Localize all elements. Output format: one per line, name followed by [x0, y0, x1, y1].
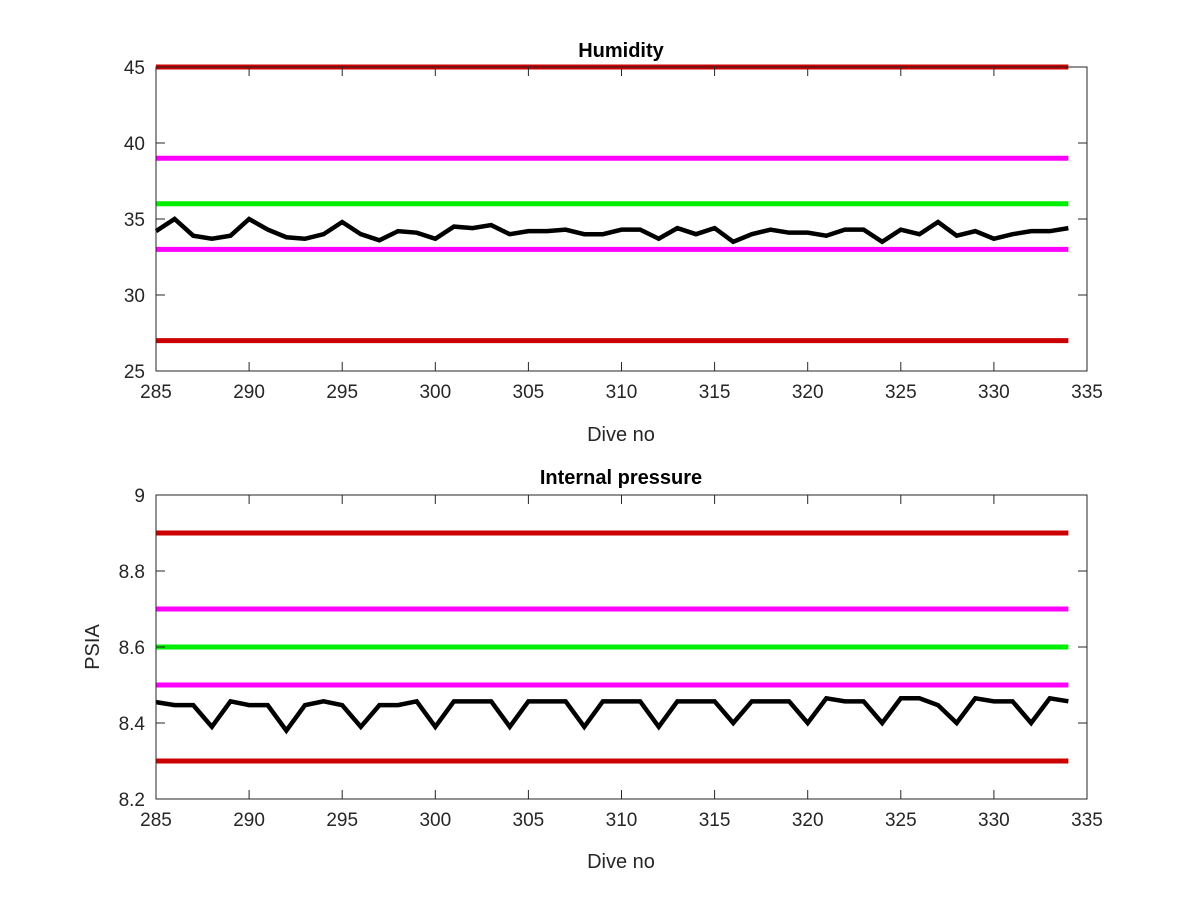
- internal-pressure-x-tick-label-8: 325: [885, 810, 917, 831]
- humidity-chart-title: Humidity: [578, 40, 664, 62]
- internal-pressure-x-tick-label-4: 305: [513, 810, 545, 831]
- internal-pressure-ticks: 285 290 295 300 305 310 315 320 325 330 335 8.2 8.4 8…: [119, 486, 1103, 831]
- humidity-x-tick-label-2: 295: [326, 382, 358, 403]
- internal-pressure-x-tick-label-3: 300: [419, 810, 451, 831]
- humidity-x-tick-label-9: 330: [978, 382, 1010, 403]
- internal-pressure-y-axis-label: PSIA: [82, 624, 104, 670]
- internal-pressure-x-tick-label-5: 310: [606, 810, 638, 831]
- internal-pressure-x-tick-label-7: 320: [792, 810, 824, 831]
- humidity-x-tick-label-1: 290: [233, 382, 265, 403]
- humidity-axes: 285 290 295 300 305 310 315 320 325 330 335 25 30 35 4…: [124, 40, 1103, 446]
- humidity-y-tick-label-0: 25: [124, 362, 145, 383]
- humidity-x-tick-label-7: 320: [792, 382, 824, 403]
- internal-pressure-x-tick-label-1: 290: [233, 810, 265, 831]
- internal-pressure-y-tick-label-0: 8.2: [119, 790, 145, 811]
- humidity-x-tick-label-8: 325: [885, 382, 917, 403]
- humidity-x-tick-label-5: 310: [606, 382, 638, 403]
- humidity-x-tick-label-4: 305: [513, 382, 545, 403]
- internal-pressure-y-tick-label-4: 9: [134, 486, 145, 507]
- humidity-y-tick-label-3: 40: [124, 134, 145, 155]
- internal-pressure-axes: 285 290 295 300 305 310 315 320 325 330 335 8.2 8.4 8…: [82, 467, 1103, 873]
- humidity-y-tick-label-4: 45: [124, 58, 145, 79]
- internal-pressure-x-axis-label: Dive no: [587, 851, 655, 873]
- humidity-x-tick-label-10: 335: [1071, 382, 1103, 403]
- internal-pressure-y-tick-label-3: 8.8: [119, 562, 145, 583]
- internal-pressure-chart-title: Internal pressure: [540, 467, 702, 489]
- humidity-ticks: 285 290 295 300 305 310 315 320 325 330 335 25 30 35 4…: [124, 58, 1103, 403]
- internal-pressure-x-tick-label-2: 295: [326, 810, 358, 831]
- internal-pressure-series-line-0: [155, 695, 1069, 735]
- humidity-y-tick-label-1: 30: [124, 286, 145, 307]
- internal-pressure-x-tick-label-9: 330: [978, 810, 1010, 831]
- internal-pressure-y-tick-label-2: 8.6: [119, 638, 145, 659]
- humidity-x-tick-label-0: 285: [140, 382, 172, 403]
- humidity-x-tick-label-6: 315: [699, 382, 731, 403]
- humidity-x-axis-label: Dive no: [587, 424, 655, 446]
- internal-pressure-x-tick-label-6: 315: [699, 810, 731, 831]
- humidity-x-tick-label-3: 300: [419, 382, 451, 403]
- internal-pressure-x-tick-label-10: 335: [1071, 810, 1103, 831]
- humidity-series-line-0: [154, 216, 1069, 245]
- humidity-y-tick-label-2: 35: [124, 210, 145, 231]
- internal-pressure-plot-area: [155, 530, 1069, 764]
- internal-pressure-x-tick-label-0: 285: [140, 810, 172, 831]
- internal-pressure-y-tick-label-1: 8.4: [119, 714, 146, 735]
